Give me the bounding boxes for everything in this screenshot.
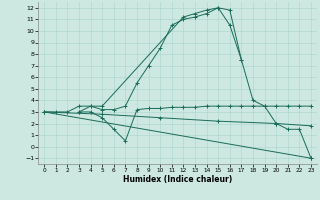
X-axis label: Humidex (Indice chaleur): Humidex (Indice chaleur)	[123, 175, 232, 184]
